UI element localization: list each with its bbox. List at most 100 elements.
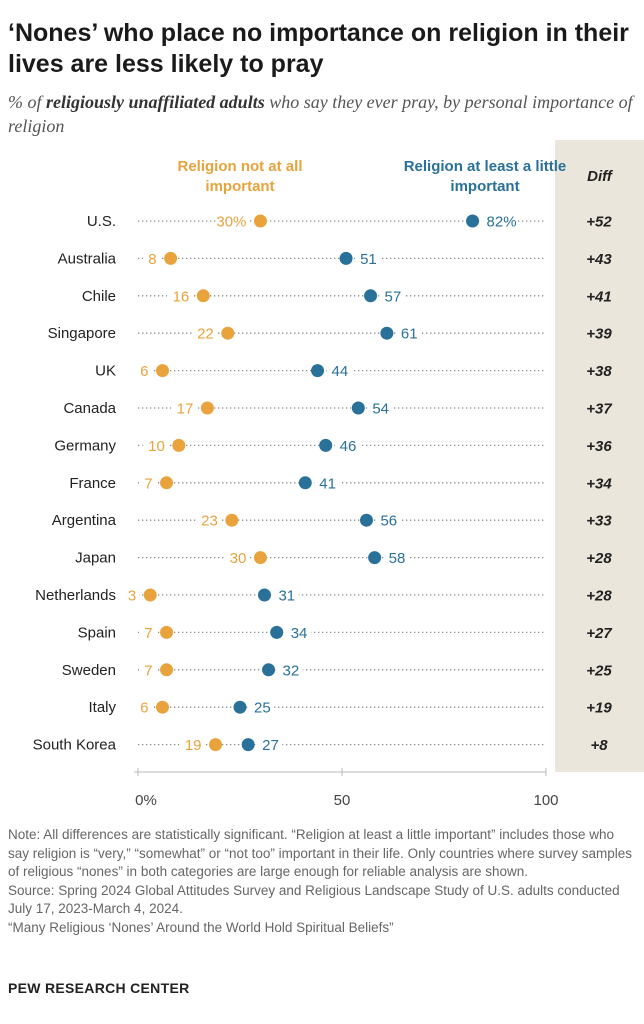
label-mask	[191, 324, 217, 343]
diff-panel	[555, 140, 644, 772]
diff-value: +25	[586, 662, 612, 679]
dot-not-important	[143, 588, 157, 602]
value-label-not-important: 6	[140, 700, 148, 717]
row-label: Chile	[82, 288, 116, 305]
label-mask	[285, 623, 311, 642]
label-mask	[383, 548, 409, 567]
label-mask	[138, 660, 156, 679]
label-mask	[138, 473, 156, 492]
value-label-not-important: 22	[197, 326, 214, 343]
label-mask	[481, 212, 516, 230]
diff-value: +28	[586, 588, 612, 605]
value-label-not-important: 8	[148, 251, 156, 268]
label-mask	[134, 698, 152, 717]
value-label-not-important: 23	[201, 513, 218, 530]
row-label: U.S.	[87, 213, 116, 230]
note-text: Note: All differences are statistically …	[8, 827, 632, 879]
source-text: Source: Spring 2024 Global Attitudes Sur…	[8, 882, 620, 917]
value-label-little-important: 25	[254, 700, 271, 717]
dot-not-important	[164, 251, 178, 265]
dot-little-important	[311, 364, 325, 378]
dot-not-important	[221, 326, 235, 340]
value-label-not-important: 7	[144, 625, 152, 642]
label-mask	[249, 698, 275, 717]
dot-little-important	[319, 438, 333, 452]
label-mask	[142, 436, 168, 455]
dot-not-important	[172, 438, 186, 452]
row-label: Japan	[75, 550, 116, 567]
row-label: Singapore	[48, 325, 116, 342]
value-label-not-important: 17	[177, 401, 194, 418]
label-mask	[379, 286, 405, 305]
label-mask	[134, 361, 152, 380]
dot-not-important	[196, 289, 210, 303]
row-label: Argentina	[52, 512, 117, 529]
value-label-not-important: 16	[173, 288, 190, 305]
row-label: France	[69, 475, 116, 492]
diff-value: +27	[586, 625, 612, 642]
dot-not-important	[160, 663, 174, 677]
dot-not-important	[253, 551, 267, 565]
diff-value: +38	[586, 363, 612, 380]
row-label: Spain	[78, 624, 116, 641]
dot-little-important	[270, 625, 284, 639]
label-mask	[367, 399, 393, 417]
brand-logo: PEW RESEARCH CENTER	[8, 980, 190, 996]
diff-value: +28	[586, 550, 612, 567]
value-label-little-important: 27	[262, 737, 279, 754]
subtitle-prefix: % of	[8, 92, 42, 112]
value-label-little-important: 57	[385, 288, 402, 305]
dot-little-important	[351, 401, 365, 415]
x-tick-label: 0%	[135, 792, 157, 809]
label-mask	[375, 511, 401, 530]
dot-little-important	[359, 513, 373, 527]
x-tick-label: 50	[334, 792, 351, 809]
row-label: UK	[95, 363, 116, 380]
diff-value: +34	[586, 475, 612, 492]
dot-not-important	[200, 401, 214, 415]
label-mask	[277, 660, 303, 679]
label-mask	[138, 623, 156, 642]
value-label-not-important: 10	[148, 438, 165, 455]
diff-value: +39	[586, 326, 612, 343]
diff-value: +33	[586, 513, 612, 530]
value-label-little-important: 51	[360, 251, 377, 268]
value-label-little-important: 54	[372, 401, 389, 418]
value-label-little-important: 46	[340, 438, 357, 455]
label-mask	[273, 586, 299, 604]
value-label-little-important: 82%	[487, 214, 517, 231]
dot-not-important	[155, 364, 169, 378]
legend-little-important: Religion at least a little important	[403, 158, 567, 195]
diff-header: Diff	[587, 168, 612, 185]
diff-value: +43	[586, 251, 612, 268]
label-mask	[334, 436, 360, 455]
dot-little-important	[368, 551, 382, 565]
label-mask	[171, 399, 197, 417]
dot-little-important	[241, 738, 255, 752]
value-label-little-important: 31	[278, 588, 295, 605]
dot-little-important	[262, 663, 276, 677]
label-mask	[326, 361, 352, 380]
row-label: Germany	[54, 437, 116, 454]
row-label: Australia	[58, 250, 117, 267]
label-mask	[314, 473, 340, 492]
value-label-little-important: 44	[332, 363, 349, 380]
dot-little-important	[466, 214, 480, 228]
label-mask	[224, 548, 250, 567]
diff-value: +52	[586, 214, 612, 231]
value-label-little-important: 56	[380, 513, 397, 530]
legend-not-important: Religion not at all important	[177, 158, 303, 195]
x-tick-label: 100	[533, 792, 558, 809]
diff-value: +19	[586, 700, 612, 717]
dot-not-important	[253, 214, 267, 228]
label-mask	[143, 249, 160, 268]
diff-value: +41	[586, 288, 611, 305]
dot-little-important	[380, 326, 394, 340]
dot-not-important	[155, 700, 169, 714]
value-label-little-important: 41	[319, 475, 336, 492]
value-label-not-important: 30%	[216, 214, 246, 231]
dot-not-important	[160, 476, 174, 490]
label-mask	[395, 324, 422, 343]
dot-little-important	[298, 476, 312, 490]
